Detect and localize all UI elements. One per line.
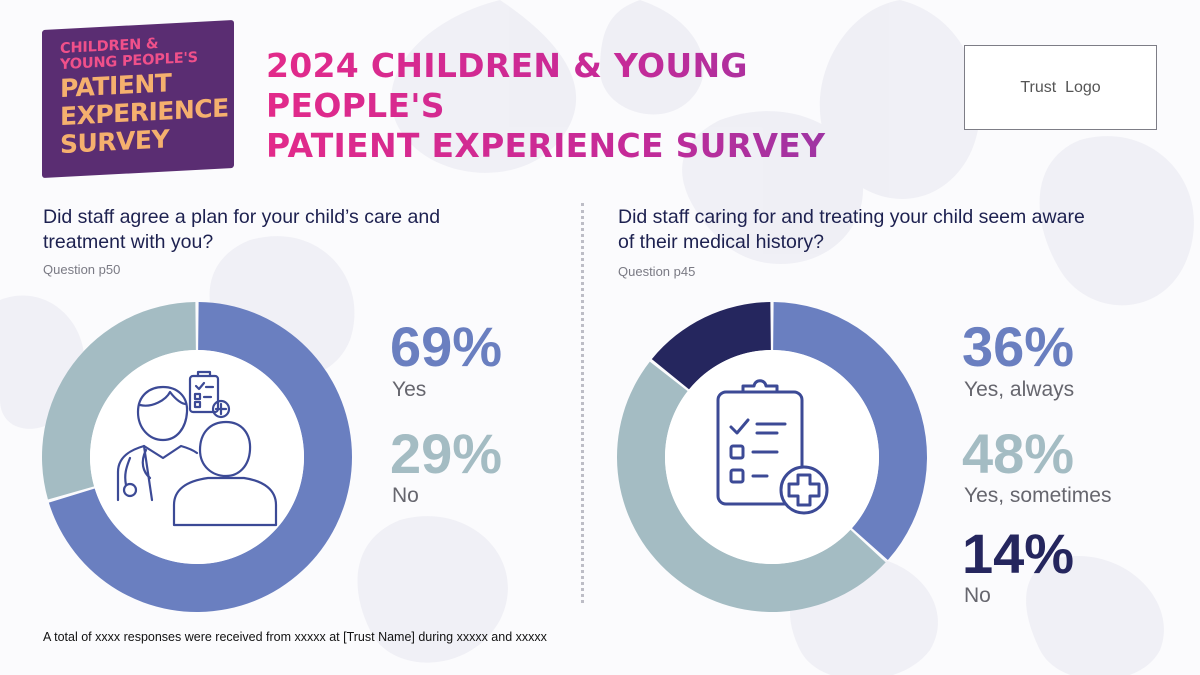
page-title-line: 2024 CHILDREN & YOUNG PEOPLE'S [266,46,748,125]
question-line: of their medical history? [618,231,824,253]
section-divider [581,203,584,603]
question-ref-right: Question p45 [618,264,696,279]
donut-slice-yes-sometimes [616,361,886,613]
stat-yes-sometimes-percent: 48% [962,422,1075,485]
stat-no-percent: 14% [962,522,1075,585]
donut-slice-yes-always [773,302,927,560]
donut-center [90,350,304,564]
clipboard-checklist-icon [716,379,829,515]
page-title-line: PATIENT EXPERIENCE SURVEY [266,126,826,165]
donut-slice-no [41,302,196,500]
trust-logo-placeholder: Trust Logo [964,45,1157,130]
stat-yes-sometimes-label: Yes, sometimes [964,484,1112,507]
survey-badge-logo: CHILDREN & YOUNG PEOPLE'S PATIENT EXPERI… [42,19,234,179]
responses-footnote: A total of xxxx responses were received … [43,630,547,644]
donut-chart-plan [41,302,352,612]
question-ref-left: Question p50 [43,262,121,277]
question-left: Did staff agree a plan for your child’s … [43,205,440,255]
stat-yes-percent: 69% [390,315,503,378]
badge-line: SURVEY [60,124,170,160]
question-right: Did staff caring for and treating your c… [618,205,1085,255]
stat-no-percent: 29% [390,422,503,485]
page-title: 2024 CHILDREN & YOUNG PEOPLE'S PATIENT E… [266,46,926,166]
donut-center [665,350,879,564]
question-line: Did staff caring for and treating your c… [618,206,1085,228]
donut-chart-history [616,302,927,613]
stat-no-label: No [964,584,991,607]
doctor-patient-icon [116,370,278,527]
stat-yes-always-label: Yes, always [964,378,1075,401]
stat-yes-label: Yes [392,378,427,401]
stat-yes-always-percent: 36% [962,315,1075,378]
question-line: treatment with you? [43,231,214,253]
question-line: Did staff agree a plan for your child’s … [43,206,441,228]
donut-slice-yes [48,302,352,612]
donut-slice-no [651,302,771,390]
stat-no-label: No [392,484,419,507]
